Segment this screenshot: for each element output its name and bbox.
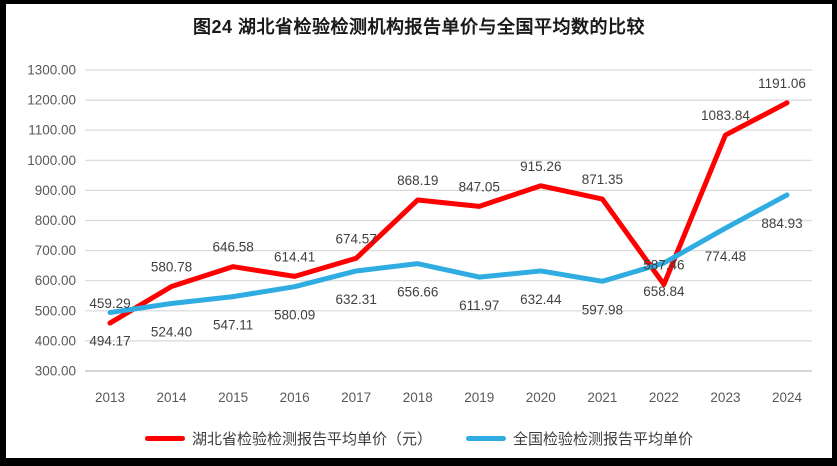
legend-item-hubei: 湖北省检验检测报告平均单价（元） bbox=[144, 428, 432, 449]
data-label-series-0: 587.46 bbox=[643, 257, 684, 272]
data-label-series-0: 847.05 bbox=[459, 179, 500, 194]
data-label-series-0: 915.26 bbox=[520, 159, 561, 174]
y-axis-tick-label: 800.00 bbox=[35, 213, 76, 228]
data-label-series-1: 611.97 bbox=[459, 298, 499, 313]
data-label-series-0: 871.35 bbox=[582, 172, 623, 187]
data-label-series-0: 1191.06 bbox=[758, 76, 806, 91]
data-label-series-0: 868.19 bbox=[397, 173, 438, 188]
y-axis-tick-label: 1100.00 bbox=[28, 123, 76, 138]
x-axis-tick-label: 2024 bbox=[772, 390, 803, 405]
series-line-1 bbox=[107, 192, 790, 316]
y-axis-tick-label: 600.00 bbox=[35, 273, 76, 288]
data-label-series-1: 580.09 bbox=[274, 308, 315, 323]
data-label-series-0: 646.58 bbox=[212, 240, 253, 255]
data-label-series-1: 597.98 bbox=[582, 302, 623, 317]
y-axis-tick-label: 1200.00 bbox=[27, 93, 76, 108]
legend-item-national: 全国检验检测报告平均单价 bbox=[466, 428, 693, 449]
series-line-0 bbox=[107, 100, 790, 326]
data-label-series-1: 884.93 bbox=[761, 216, 802, 231]
data-label-series-0: 459.29 bbox=[89, 296, 130, 311]
data-label-series-1: 656.66 bbox=[397, 285, 438, 300]
y-axis-tick-label: 400.00 bbox=[35, 333, 76, 348]
x-axis-tick-label: 2015 bbox=[218, 390, 248, 405]
x-axis-tick-label: 2021 bbox=[587, 390, 617, 405]
x-axis-tick-label: 2020 bbox=[526, 390, 556, 405]
y-axis-tick-label: 900.00 bbox=[35, 183, 76, 198]
x-axis-tick-label: 2023 bbox=[710, 390, 740, 405]
data-label-series-0: 674.57 bbox=[336, 231, 377, 246]
data-label-series-1: 774.48 bbox=[705, 249, 746, 264]
chart-title: 图24 湖北省检验检测机构报告单价与全国平均数的比较 bbox=[192, 17, 646, 37]
data-label-series-0: 614.41 bbox=[274, 249, 315, 264]
x-axis-tick-label: 2013 bbox=[95, 390, 125, 405]
data-label-series-1: 632.44 bbox=[520, 292, 562, 307]
data-label-series-1: 547.11 bbox=[213, 318, 253, 333]
national-series-swatch-icon bbox=[466, 436, 506, 441]
hubei-series-swatch-icon bbox=[144, 436, 185, 441]
y-axis-tick-label: 500.00 bbox=[35, 303, 76, 318]
x-axis-tick-label: 2018 bbox=[403, 390, 433, 405]
y-axis-tick-label: 700.00 bbox=[35, 243, 76, 258]
line-chart-plot-area: 300.00 400.00 500.00 600.00 700.00 800.00 900.… bbox=[27, 63, 812, 405]
data-label-series-1: 632.31 bbox=[336, 292, 377, 307]
data-label-series-1: 494.17 bbox=[89, 334, 130, 349]
y-axis-tick-label: 1300.00 bbox=[27, 63, 76, 78]
x-axis-tick-label: 2019 bbox=[464, 390, 494, 405]
y-axis-tick-label: 300.00 bbox=[35, 364, 76, 379]
x-axis-tick-label: 2014 bbox=[157, 390, 188, 405]
chart-legend: 湖北省检验检测报告平均单价（元） 全国检验检测报告平均单价 bbox=[6, 428, 832, 449]
x-axis-tick-label: 2016 bbox=[280, 390, 310, 405]
data-label-series-1: 658.84 bbox=[643, 284, 685, 299]
data-label-series-0: 580.78 bbox=[151, 259, 192, 274]
data-label-series-1: 524.40 bbox=[151, 324, 192, 339]
data-label-series-0: 1083.84 bbox=[701, 108, 750, 123]
y-axis-tick-label: 1000.00 bbox=[27, 153, 76, 168]
legend-label-hubei: 湖北省检验检测报告平均单价（元） bbox=[191, 431, 432, 448]
x-axis-tick-label: 2022 bbox=[649, 390, 679, 405]
legend-label-national: 全国检验检测报告平均单价 bbox=[513, 431, 694, 448]
x-axis-tick-label: 2017 bbox=[341, 390, 371, 405]
